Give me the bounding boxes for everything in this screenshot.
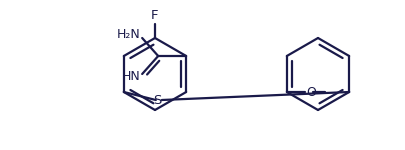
Text: F: F (151, 9, 159, 22)
Text: HN: HN (122, 70, 140, 84)
Text: O: O (306, 85, 316, 99)
Text: S: S (153, 94, 161, 108)
Text: H₂N: H₂N (116, 28, 140, 42)
